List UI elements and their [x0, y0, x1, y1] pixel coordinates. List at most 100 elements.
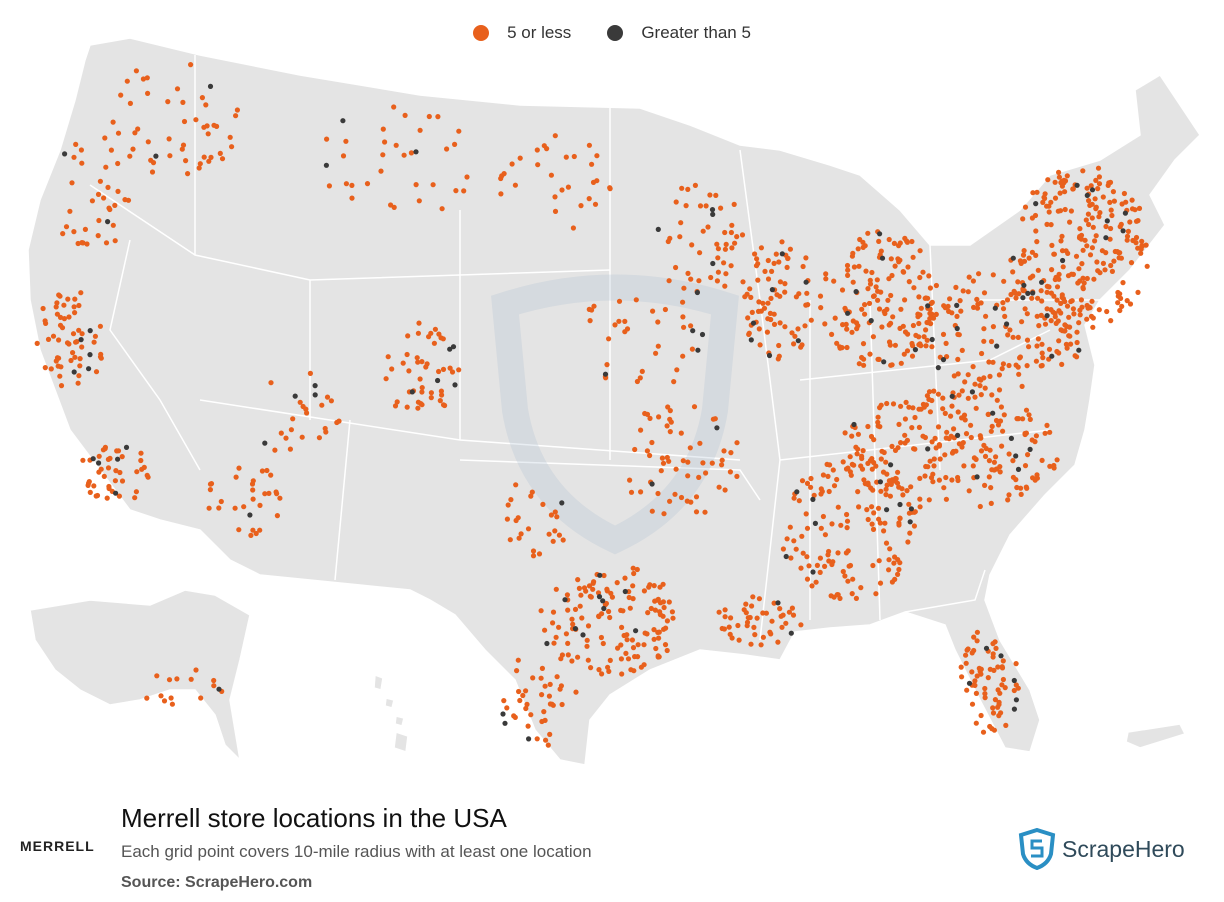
- store-dot-high: [695, 347, 701, 353]
- store-dot-low: [910, 322, 917, 329]
- store-dot-low: [677, 234, 683, 240]
- store-dot-low: [970, 364, 976, 370]
- store-dot-low: [921, 334, 927, 340]
- store-dot-low: [586, 583, 593, 589]
- store-dot-low: [101, 195, 107, 201]
- store-dot-low: [1117, 307, 1123, 314]
- store-dot-low: [903, 399, 909, 405]
- store-dot-low: [1010, 334, 1016, 340]
- hawaii-shape: [373, 673, 409, 754]
- store-dot-low: [1044, 221, 1050, 227]
- store-dot-low: [278, 430, 284, 436]
- store-dot-low: [941, 485, 947, 491]
- store-dot-low: [1006, 451, 1012, 457]
- store-dot-low: [955, 356, 961, 362]
- store-dot-low: [954, 313, 960, 319]
- store-dot-low: [418, 401, 424, 407]
- store-dot-low: [996, 372, 1003, 378]
- store-dot-low: [77, 363, 83, 369]
- store-dot-low: [931, 463, 937, 469]
- store-dot-low: [664, 423, 670, 429]
- store-dot-low: [619, 624, 625, 631]
- store-dot-low: [1039, 350, 1045, 356]
- store-dot-low: [1086, 198, 1092, 204]
- store-dot-low: [927, 458, 933, 464]
- store-dot-low: [889, 272, 895, 279]
- store-dot-low: [869, 466, 875, 472]
- store-dot-low: [920, 433, 926, 439]
- store-dot-low: [259, 468, 265, 474]
- store-dot-low: [206, 505, 212, 511]
- store-dot-low: [653, 645, 659, 652]
- store-dot-low: [72, 310, 78, 316]
- store-dot-low: [127, 153, 133, 159]
- store-dot-low: [563, 154, 569, 160]
- store-dot-low: [755, 261, 761, 267]
- store-dot-low: [1107, 236, 1113, 242]
- store-dot-low: [1085, 305, 1091, 311]
- store-dot-low: [417, 376, 423, 382]
- store-dot-low: [206, 158, 212, 164]
- store-dot-low: [909, 353, 916, 359]
- store-dot-low: [888, 292, 894, 299]
- store-dot-low: [96, 469, 102, 475]
- store-dot-low: [416, 198, 422, 204]
- store-dot-low: [842, 573, 848, 579]
- store-dot-low: [211, 683, 217, 689]
- store-dot-low: [719, 462, 725, 468]
- store-dot-low: [722, 246, 729, 252]
- store-dot-low: [1120, 280, 1126, 286]
- store-dot-low: [461, 188, 467, 194]
- store-dot-high: [940, 357, 947, 363]
- store-dot-low: [754, 615, 760, 621]
- store-dot-low: [958, 664, 964, 670]
- store-dot-low: [817, 555, 824, 561]
- store-dot-low: [731, 201, 737, 207]
- store-dot-low: [895, 571, 901, 578]
- store-dot-low: [1033, 433, 1039, 439]
- store-dot-low: [1000, 428, 1006, 434]
- store-dot-low: [987, 447, 993, 453]
- store-dot-low: [881, 528, 887, 534]
- store-dot-low: [1000, 658, 1006, 664]
- store-dot-low: [889, 579, 896, 585]
- store-dot-low: [570, 621, 576, 627]
- store-dot-low: [856, 263, 862, 269]
- store-dot-low: [822, 321, 828, 327]
- store-dot-low: [1025, 452, 1031, 458]
- store-dot-low: [1060, 264, 1066, 270]
- store-dot-low: [787, 524, 793, 530]
- store-dot-low: [925, 295, 931, 301]
- store-dot-low: [678, 220, 684, 226]
- store-dot-low: [844, 344, 850, 351]
- store-dot-low: [1024, 311, 1030, 317]
- store-dot-low: [227, 134, 233, 140]
- store-dot-low: [69, 180, 75, 186]
- store-dot-low: [516, 535, 522, 541]
- store-dot-low: [283, 435, 289, 441]
- store-dot-high: [340, 118, 346, 124]
- store-dot-low: [906, 404, 912, 410]
- store-dot-low: [718, 205, 724, 211]
- store-dot-low: [911, 523, 918, 529]
- store-dot-low: [992, 639, 998, 645]
- store-dot-low: [82, 226, 88, 232]
- store-dot-low: [935, 424, 942, 430]
- store-dot-low: [791, 495, 797, 501]
- store-dot-low: [856, 361, 862, 367]
- store-dot-low: [696, 278, 702, 284]
- store-dot-low: [989, 726, 995, 732]
- store-dot-high: [105, 219, 111, 225]
- store-dot-high: [1104, 218, 1110, 224]
- store-dot-low: [72, 354, 78, 360]
- store-dot-low: [878, 289, 884, 295]
- store-dot-low: [696, 474, 702, 480]
- store-dot-low: [958, 308, 964, 314]
- store-dot-low: [558, 656, 564, 662]
- store-dot-low: [591, 579, 597, 585]
- store-dot-low: [913, 332, 919, 338]
- store-dot-low: [673, 264, 679, 271]
- store-dot-low: [250, 496, 256, 502]
- store-dot-low: [892, 342, 899, 348]
- store-dot-low: [855, 489, 861, 495]
